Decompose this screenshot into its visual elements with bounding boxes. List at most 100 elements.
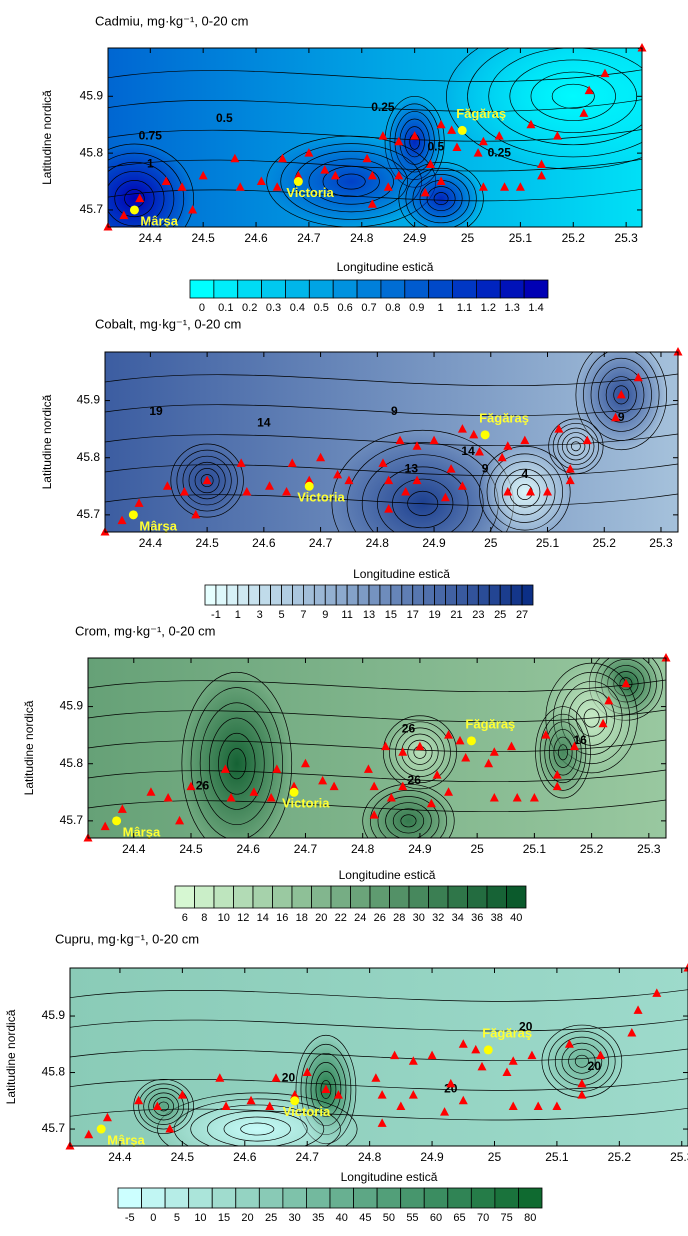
colorbar-cell (477, 584, 490, 606)
city-marker (112, 816, 122, 826)
y-tick-label: 45.8 (42, 1065, 66, 1079)
colorbar-cell (332, 279, 358, 299)
contour-line (548, 729, 578, 776)
colorbar-tick-label: 40 (510, 912, 522, 924)
sample-site (440, 492, 450, 502)
contour-line (376, 466, 469, 532)
colorbar-cell (258, 1187, 284, 1209)
x-tick-label: 24.8 (366, 536, 390, 550)
city-label: Făgăraş (456, 106, 506, 121)
colorbar-tick-label: 60 (430, 1212, 442, 1224)
colorbar-tick-label: 0.3 (266, 302, 281, 314)
contour-line (70, 1018, 688, 1032)
y-tick-label: 45.7 (60, 813, 84, 827)
x-tick-label: 25.2 (593, 536, 617, 550)
sample-site (461, 753, 471, 762)
x-tick-label: 25.1 (523, 842, 547, 856)
sample-site (552, 1101, 562, 1110)
contour-line (389, 721, 451, 784)
city-marker (457, 125, 467, 135)
colorbar-tick-label: 10 (218, 912, 230, 924)
y-tick-label: 45.9 (80, 88, 104, 102)
colorbar-tick-label: 80 (524, 1212, 536, 1224)
contour-line (108, 99, 642, 112)
contour-line (88, 769, 666, 783)
city-marker (129, 205, 139, 215)
x-tick-label: 24.5 (195, 536, 219, 550)
sample-site (304, 475, 314, 485)
contour-line (70, 1078, 688, 1091)
x-tick-label: 24.4 (139, 536, 163, 550)
field-spot (157, 1092, 358, 1146)
sample-site (552, 131, 562, 140)
colorbar-cell (408, 885, 429, 909)
chart-title: Cobalt, mg·kg⁻¹, 0-20 cm (95, 316, 241, 331)
sample-site (215, 1073, 225, 1082)
sample-site (436, 119, 446, 129)
sample-site (293, 170, 303, 180)
colorbar-tick-label: 3 (257, 609, 263, 621)
x-axis-label: Longitudine estică (353, 567, 450, 581)
colorbar-cell (188, 1187, 213, 1209)
colorbar-tick-label: 21 (450, 609, 462, 621)
sample-site (329, 781, 339, 791)
colorbar-tick-label: 12 (237, 912, 249, 924)
sample-site (577, 1078, 587, 1088)
colorbar-tick-label: 7 (300, 609, 306, 621)
sample-site (362, 153, 372, 163)
colorbar-cell (204, 584, 217, 606)
sample-site (162, 481, 172, 490)
colorbar-tick-label: 0 (150, 1212, 156, 1224)
x-tick-label: 24.6 (252, 536, 276, 550)
contour-line (488, 48, 642, 146)
colorbar-tick-label: 40 (336, 1212, 348, 1224)
colorbar-tick-label: 1.4 (528, 302, 543, 314)
sample-site (520, 435, 530, 445)
sample-site (221, 1101, 231, 1110)
colorbar-cell (521, 584, 534, 606)
colorbar-cell (213, 279, 239, 299)
sample-site (398, 747, 408, 756)
colorbar-cell (252, 885, 273, 909)
contour-line (446, 48, 642, 170)
contour-line (208, 717, 265, 810)
contour-line (70, 1107, 688, 1121)
x-tick-label: 24.8 (351, 842, 375, 856)
contour-line (539, 713, 587, 791)
colorbar-cell (141, 1187, 166, 1209)
sample-site (377, 1090, 387, 1099)
sample-site (408, 1056, 418, 1065)
contour-line (369, 790, 447, 838)
x-tick-label: 24.4 (108, 1150, 132, 1164)
sample-site (272, 182, 282, 191)
contour-line (494, 461, 556, 523)
sample-site (230, 153, 240, 163)
sample-site (135, 193, 145, 203)
sample-site (426, 798, 436, 808)
sample-site (420, 187, 430, 197)
sample-site (683, 963, 688, 972)
y-tick-label: 45.7 (80, 202, 104, 216)
colorbar-tick-label: 32 (432, 912, 444, 924)
colorbar-cell (189, 279, 215, 299)
sample-site (386, 793, 396, 802)
colorbar-tick-label: 0.5 (314, 302, 329, 314)
contour-label: 9 (482, 461, 489, 475)
colorbar-cell (213, 885, 234, 909)
contour-label: 20 (282, 1070, 296, 1084)
sample-site (282, 487, 292, 496)
contour-line (568, 1048, 596, 1074)
contour-label: 14 (461, 444, 475, 458)
colorbar-tick-label: 50 (383, 1212, 395, 1224)
colorbar-cell (259, 584, 271, 606)
contour-label: 4 (521, 467, 528, 481)
sample-site (661, 653, 671, 662)
sample-site (564, 1039, 574, 1048)
field-spot (575, 352, 667, 450)
sample-site (500, 182, 510, 191)
x-tick-label: 24.9 (422, 536, 446, 550)
colorbar-tick-label: 27 (516, 609, 528, 621)
contour-line (227, 748, 247, 780)
sample-site (249, 787, 259, 796)
